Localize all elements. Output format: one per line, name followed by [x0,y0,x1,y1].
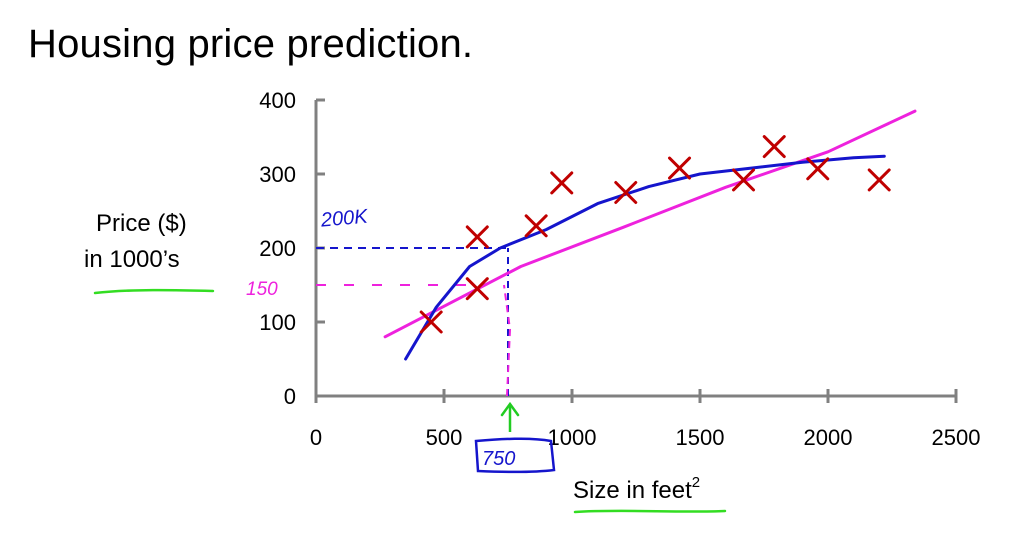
marker-stroke [867,168,891,192]
data-point-marker [762,135,786,159]
y-axis-label-line1: Price ($) [96,210,187,237]
xlabel-underline [573,509,727,514]
quadratic-curve-fit [404,154,886,361]
x-tick-label: 500 [426,425,463,450]
data-point-marker [524,214,548,238]
y-tick-label: 100 [259,310,296,335]
marker-stroke [524,214,548,238]
y-axis-label-line2: in 1000’s [84,246,180,273]
x-tick-label: 0 [310,425,322,450]
data-point-marker [668,156,692,180]
data-point-marker [419,310,443,334]
x-tick-label: 2000 [804,425,853,450]
data-points [419,135,891,334]
marker-stroke [668,156,692,180]
annotation-200k: 200K [319,205,370,231]
x-tick-label: 2500 [932,425,981,450]
data-point-marker [867,168,891,192]
marker-stroke [550,171,574,195]
data-point-marker [465,225,489,249]
fit-curves [383,109,917,361]
x-axis-label: Size in feet2 [573,474,700,505]
marker-stroke [419,310,443,334]
marker-stroke [465,277,489,301]
data-point-marker [732,168,756,192]
x-axis-label-text: Size in feet [573,477,692,504]
y-tick-label: 200 [259,236,296,261]
marker-stroke [732,168,756,192]
handwritten-annotations: 200K 150 750 [93,205,727,514]
annotation-750: 750 [482,448,515,470]
data-point-marker [614,181,638,204]
marker-stroke [806,157,830,181]
y-tick-label: 400 [259,88,296,113]
annotation-150: 150 [246,279,278,300]
chart-axes: 0 500 1000 1500 2000 2500 0 100 200 300 400 [259,88,980,450]
guide-x750-magenta [503,284,512,397]
marker-stroke [762,135,786,159]
marker-stroke [614,181,638,204]
marker-stroke [465,225,489,249]
page-title: Housing price prediction. [28,22,474,66]
x-axis-label-superscript: 2 [691,474,701,491]
x-tick-label: 1500 [676,425,725,450]
y-tick-label: 0 [284,384,296,409]
y-tick-label: 300 [259,162,296,187]
data-point-marker [465,277,489,301]
data-point-marker [806,157,830,181]
ylabel-underline [93,288,215,295]
data-point-marker [550,171,574,195]
annotation-750-box [474,437,556,474]
straight-line-fit [383,109,917,339]
arrow-head [500,401,520,417]
x-tick-label: 1000 [548,425,597,450]
